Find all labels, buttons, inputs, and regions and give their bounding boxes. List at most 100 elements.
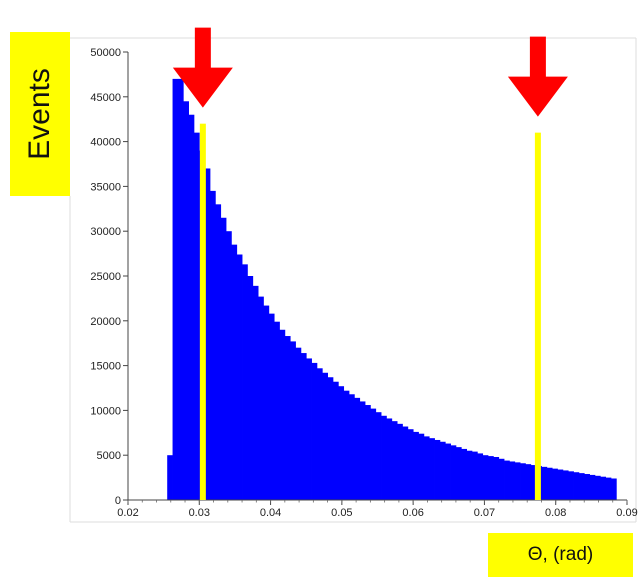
histogram-bar — [407, 429, 414, 500]
x-tick-label: 0.06 — [402, 507, 423, 519]
histogram-bar — [338, 386, 345, 500]
histogram-bar — [578, 473, 585, 500]
y-tick-label: 10000 — [90, 405, 121, 417]
histogram-bar — [525, 464, 532, 500]
yellow-marker-line — [199, 123, 206, 501]
x-axis-label: Θ, (rad) — [527, 544, 594, 565]
histogram-bar — [520, 463, 526, 500]
histogram-bar — [279, 329, 286, 500]
histogram-bar — [461, 448, 468, 500]
histogram-bar — [600, 476, 607, 500]
histogram-bar — [183, 101, 189, 500]
histogram-bar — [584, 474, 590, 500]
histogram-bar — [498, 458, 505, 500]
x-axis-label-box: Θ, (rad) — [488, 533, 633, 577]
histogram-bar — [397, 423, 403, 500]
histogram-bar — [284, 336, 291, 500]
histogram-bars — [167, 78, 617, 501]
histogram-bar — [295, 347, 302, 500]
y-tick-label: 45000 — [90, 92, 121, 104]
histogram-bar — [605, 477, 612, 500]
histogram-bar — [402, 426, 409, 500]
y-tick-label: 25000 — [90, 271, 121, 283]
histogram-bar — [610, 478, 617, 500]
histogram-bar — [220, 217, 227, 500]
histogram-bar — [365, 405, 371, 500]
x-tick-label: 0.09 — [616, 507, 637, 519]
histogram-bar — [343, 390, 350, 500]
histogram-bar — [306, 358, 312, 500]
histogram-bar — [423, 436, 430, 500]
histogram-bar — [209, 190, 216, 500]
x-tick-label: 0.08 — [545, 507, 566, 519]
histogram-bar — [188, 114, 195, 500]
histogram-bar — [562, 470, 569, 500]
histogram-bar — [290, 341, 296, 500]
y-tick-label: 15000 — [90, 361, 121, 373]
histogram-bar — [573, 472, 580, 500]
histogram-bar — [482, 455, 489, 500]
histogram-bar — [236, 254, 243, 500]
histogram-bar — [300, 353, 307, 500]
histogram-bar — [172, 78, 179, 500]
y-tick-label: 5000 — [97, 450, 121, 462]
x-tick-label: 0.04 — [260, 507, 281, 519]
histogram-bar — [247, 276, 254, 500]
histogram-bar — [316, 368, 323, 500]
histogram-bar — [418, 433, 425, 500]
histogram-bar — [268, 313, 275, 500]
histogram-bar — [263, 305, 270, 500]
y-tick-label: 0 — [115, 495, 121, 507]
histogram-bar — [359, 401, 366, 500]
histogram-bar — [450, 445, 457, 500]
histogram-bar — [375, 412, 382, 500]
x-tick-label: 0.03 — [189, 507, 210, 519]
y-tick-label: 40000 — [90, 137, 121, 149]
histogram-bar — [354, 397, 361, 500]
histogram-bar — [348, 394, 355, 500]
histogram-bar — [557, 469, 564, 500]
histogram-bar — [477, 453, 484, 500]
y-axis-label: Events — [23, 68, 56, 160]
histogram-bar — [391, 421, 398, 500]
red-arrow-icon — [172, 27, 233, 108]
histogram-bar — [413, 431, 419, 500]
tick-labels: 0.02 0.03 0.04 0.05 0.06 0.07 0.08 0.09 0 5000 100… — [90, 47, 637, 519]
histogram-bar — [167, 455, 173, 500]
x-tick-label: 0.05 — [331, 507, 352, 519]
y-tick-label: 30000 — [90, 226, 121, 238]
histogram-bar — [466, 450, 473, 500]
x-tick-label: 0.02 — [117, 507, 138, 519]
histogram-bar — [231, 244, 238, 500]
histogram-bar — [504, 460, 510, 500]
markers — [172, 27, 568, 501]
histogram-bar — [530, 465, 537, 500]
histogram-bar — [514, 462, 521, 500]
histogram-bar — [204, 168, 211, 501]
histogram-bar — [177, 78, 184, 500]
histogram-bar — [242, 264, 248, 500]
histogram-bar — [226, 231, 232, 500]
histogram-bar — [332, 381, 339, 500]
histogram-bar — [589, 474, 596, 500]
histogram-bar — [258, 296, 264, 500]
histogram-bar — [552, 468, 558, 500]
y-tick-label: 35000 — [90, 181, 121, 193]
histogram-bar — [327, 377, 334, 500]
histogram-bar — [370, 408, 377, 500]
histogram-bar — [445, 443, 451, 500]
histogram-bar — [493, 456, 500, 500]
histogram-bar — [311, 362, 318, 500]
y-tick-label: 50000 — [90, 47, 121, 59]
y-tick-label: 20000 — [90, 316, 121, 328]
histogram-bar — [455, 447, 462, 500]
histogram-bar — [193, 132, 200, 500]
histogram-bar — [568, 471, 574, 500]
histogram-bar — [509, 461, 516, 500]
histogram-bar — [439, 441, 446, 500]
histogram-bar — [381, 415, 387, 500]
histogram-bar — [215, 204, 222, 500]
yellow-marker-line — [534, 132, 541, 500]
histogram-bar — [434, 439, 441, 500]
